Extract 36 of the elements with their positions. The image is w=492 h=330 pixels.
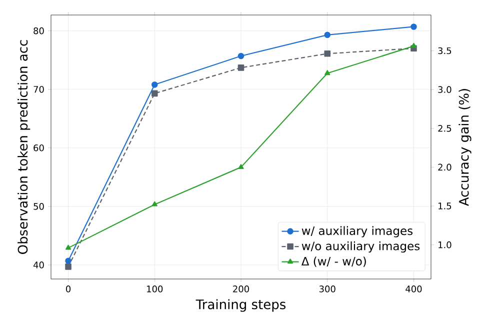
x-tick-label: 300 [319, 286, 336, 292]
y-tick-label: 70 [34, 86, 44, 93]
legend-label: w/o auxiliary images [302, 241, 420, 253]
point [324, 70, 330, 76]
y-tick-label: 80 [34, 27, 44, 34]
point [238, 52, 244, 60]
y2-tick-label: 1.0 [438, 241, 452, 248]
point [410, 42, 417, 48]
y-tick-label: 50 [34, 203, 44, 210]
point [65, 264, 72, 270]
y2-axis-title: Accuracy gain (%) [458, 89, 472, 206]
point [65, 258, 72, 264]
y2-tick-label: 2.5 [438, 124, 452, 132]
point [65, 244, 72, 250]
y2-tick-label: 2.0 [438, 164, 452, 171]
point [410, 24, 417, 30]
y2-tick-label: 1.5 [438, 202, 452, 210]
y-axis-title: Observation token prediction acc [18, 40, 30, 254]
point [152, 201, 158, 206]
legend-label: Δ (w/ - w/o) [301, 256, 366, 267]
x-tick-label: 0 [66, 286, 71, 292]
point [151, 90, 158, 97]
y2-tick-label: 3.0 [438, 86, 452, 93]
point [324, 50, 331, 57]
x-axis-title: Training steps [196, 299, 286, 312]
point [324, 32, 331, 38]
point [238, 164, 244, 170]
y2-tick-label: 3.5 [438, 47, 452, 54]
x-tick-label: 400 [406, 286, 422, 292]
y-tick-label: 60 [34, 144, 44, 152]
point [238, 64, 244, 71]
point [151, 82, 158, 88]
legend-label: w/ auxiliary images [302, 226, 413, 238]
y-tick-label: 40 [33, 262, 44, 268]
x-tick-label: 200 [233, 286, 249, 292]
x-tick-label: 100 [147, 286, 163, 292]
